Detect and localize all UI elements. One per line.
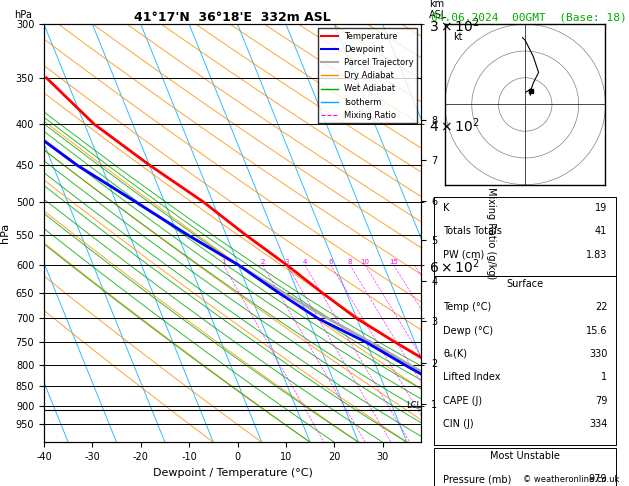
Text: 15.6: 15.6: [586, 326, 608, 336]
Text: 22: 22: [595, 302, 608, 312]
Text: 1.83: 1.83: [586, 250, 608, 260]
Text: CIN (J): CIN (J): [443, 419, 474, 429]
Bar: [434, 197, 616, 276]
Text: Most Unstable: Most Unstable: [490, 451, 560, 461]
Text: Surface: Surface: [506, 279, 544, 289]
Text: 41: 41: [595, 226, 608, 237]
Bar: [434, 448, 616, 486]
Text: 8: 8: [348, 259, 352, 265]
Text: 10: 10: [360, 259, 370, 265]
Text: © weatheronline.co.uk: © weatheronline.co.uk: [523, 474, 620, 484]
Text: 04.06.2024  00GMT  (Base: 18): 04.06.2024 00GMT (Base: 18): [431, 12, 626, 22]
Text: 3: 3: [285, 259, 289, 265]
Text: θₑ(K): θₑ(K): [443, 349, 467, 359]
Text: 2: 2: [260, 259, 265, 265]
Bar: [434, 276, 616, 445]
Text: 1: 1: [601, 372, 608, 382]
Text: Dewp (°C): Dewp (°C): [443, 326, 493, 336]
Y-axis label: Mixing Ratio (g/kg): Mixing Ratio (g/kg): [486, 187, 496, 279]
Text: Temp (°C): Temp (°C): [443, 302, 491, 312]
Text: 19: 19: [595, 203, 608, 213]
Text: LCL: LCL: [406, 400, 421, 410]
Text: 979: 979: [589, 474, 608, 485]
Text: 334: 334: [589, 419, 608, 429]
Text: 4: 4: [303, 259, 307, 265]
Y-axis label: hPa: hPa: [0, 223, 10, 243]
Text: km
ASL: km ASL: [429, 0, 447, 20]
Text: Totals Totals: Totals Totals: [443, 226, 502, 237]
Text: PW (cm): PW (cm): [443, 250, 484, 260]
Text: Lifted Index: Lifted Index: [443, 372, 501, 382]
Text: kt: kt: [453, 32, 462, 42]
Text: CAPE (J): CAPE (J): [443, 396, 482, 406]
Title: 41°17'N  36°18'E  332m ASL: 41°17'N 36°18'E 332m ASL: [135, 11, 331, 24]
Legend: Temperature, Dewpoint, Parcel Trajectory, Dry Adiabat, Wet Adiabat, Isotherm, Mi: Temperature, Dewpoint, Parcel Trajectory…: [318, 29, 417, 123]
Text: 330: 330: [589, 349, 608, 359]
Text: 6: 6: [328, 259, 333, 265]
Text: 1: 1: [221, 259, 226, 265]
Text: 79: 79: [595, 396, 608, 406]
Text: 15: 15: [389, 259, 398, 265]
X-axis label: Dewpoint / Temperature (°C): Dewpoint / Temperature (°C): [153, 468, 313, 478]
Text: hPa: hPa: [14, 10, 31, 20]
Text: K: K: [443, 203, 450, 213]
Text: Pressure (mb): Pressure (mb): [443, 474, 511, 485]
